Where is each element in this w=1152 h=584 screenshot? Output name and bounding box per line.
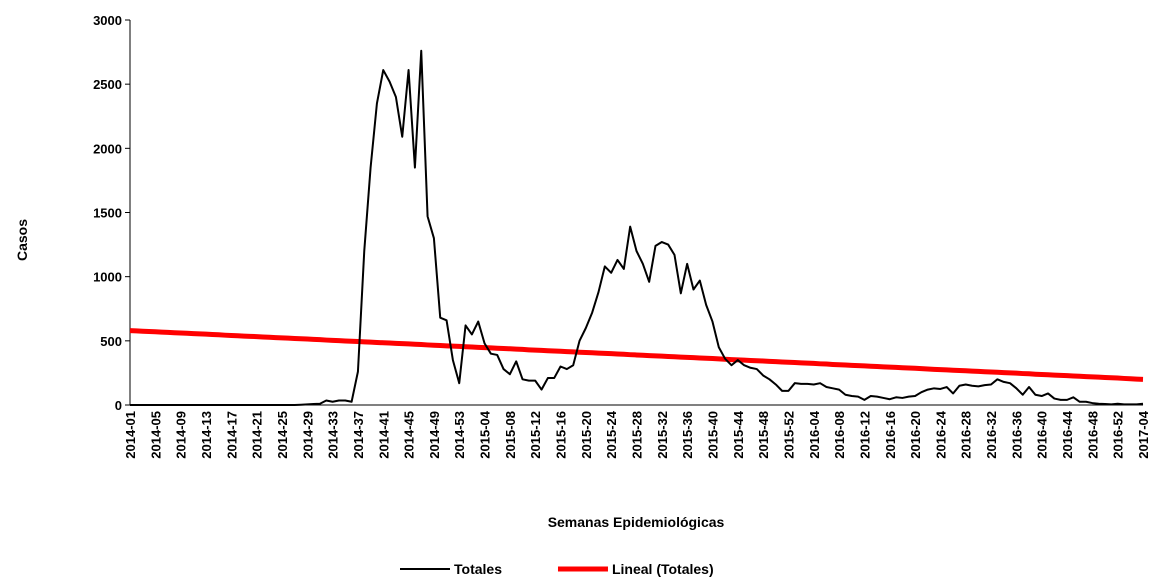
series-line [129,328,1144,382]
x-axis-title: Semanas Epidemiológicas [548,514,725,530]
x-tick-label: 2014-41 [376,411,391,459]
x-tick-label: 2015-36 [680,411,695,459]
x-tick-label: 2014-25 [275,411,290,459]
series-line [130,49,1144,406]
y-axis-title: Casos [14,219,30,261]
x-tick-label: 2016-32 [984,411,999,459]
x-tick-label: 2016-44 [1060,410,1075,458]
y-tick-label: 2000 [93,141,122,156]
y-tick-label: 1000 [93,270,122,285]
x-tick-label: 2014-21 [250,411,265,459]
x-tick-label: 2015-48 [756,411,771,459]
x-tick-label: 2016-16 [883,411,898,459]
x-tick-label: 2014-01 [123,411,138,459]
x-tick-label: 2014-45 [402,411,417,459]
y-tick-label: 0 [115,398,122,413]
y-tick-label: 3000 [93,13,122,28]
x-tick-label: 2015-28 [630,411,645,459]
x-tick-label: 2014-37 [351,411,366,459]
x-tick-label: 2015-20 [579,411,594,459]
x-tick-label: 2015-16 [554,411,569,459]
x-tick-label: 2016-28 [959,411,974,459]
x-tick-label: 2015-40 [705,411,720,459]
x-tick-label: 2015-04 [478,410,493,458]
x-tick-label: 2016-04 [807,410,822,458]
x-tick-label: 2017-04 [1136,410,1151,458]
x-tick-label: 2015-08 [503,411,518,459]
x-tick-label: 2014-53 [452,411,467,459]
x-tick-label: 2016-36 [1009,411,1024,459]
x-tick-label: 2014-13 [199,411,214,459]
x-tick-label: 2016-20 [908,411,923,459]
x-tick-label: 2014-29 [300,411,315,459]
legend-label: Totales [454,561,502,577]
x-tick-label: 2016-48 [1085,411,1100,459]
x-tick-label: 2015-32 [655,411,670,459]
x-tick-label: 2014-33 [326,411,341,459]
x-tick-label: 2014-05 [148,411,163,459]
x-tick-label: 2015-44 [731,410,746,458]
x-tick-label: 2016-52 [1111,411,1126,459]
x-tick-label: 2016-40 [1035,411,1050,459]
x-tick-label: 2014-17 [224,411,239,459]
x-tick-label: 2016-08 [832,411,847,459]
x-tick-label: 2015-12 [528,411,543,459]
x-tick-label: 2015-52 [781,411,796,459]
x-tick-label: 2015-24 [604,410,619,458]
x-tick-label: 2014-49 [427,411,442,459]
y-tick-label: 500 [100,334,122,349]
legend-label: Lineal (Totales) [612,561,714,577]
x-tick-label: 2016-12 [857,411,872,459]
x-tick-label: 2016-24 [933,410,948,458]
y-tick-label: 2500 [93,77,122,92]
y-tick-label: 1500 [93,206,122,221]
x-tick-label: 2014-09 [174,411,189,459]
